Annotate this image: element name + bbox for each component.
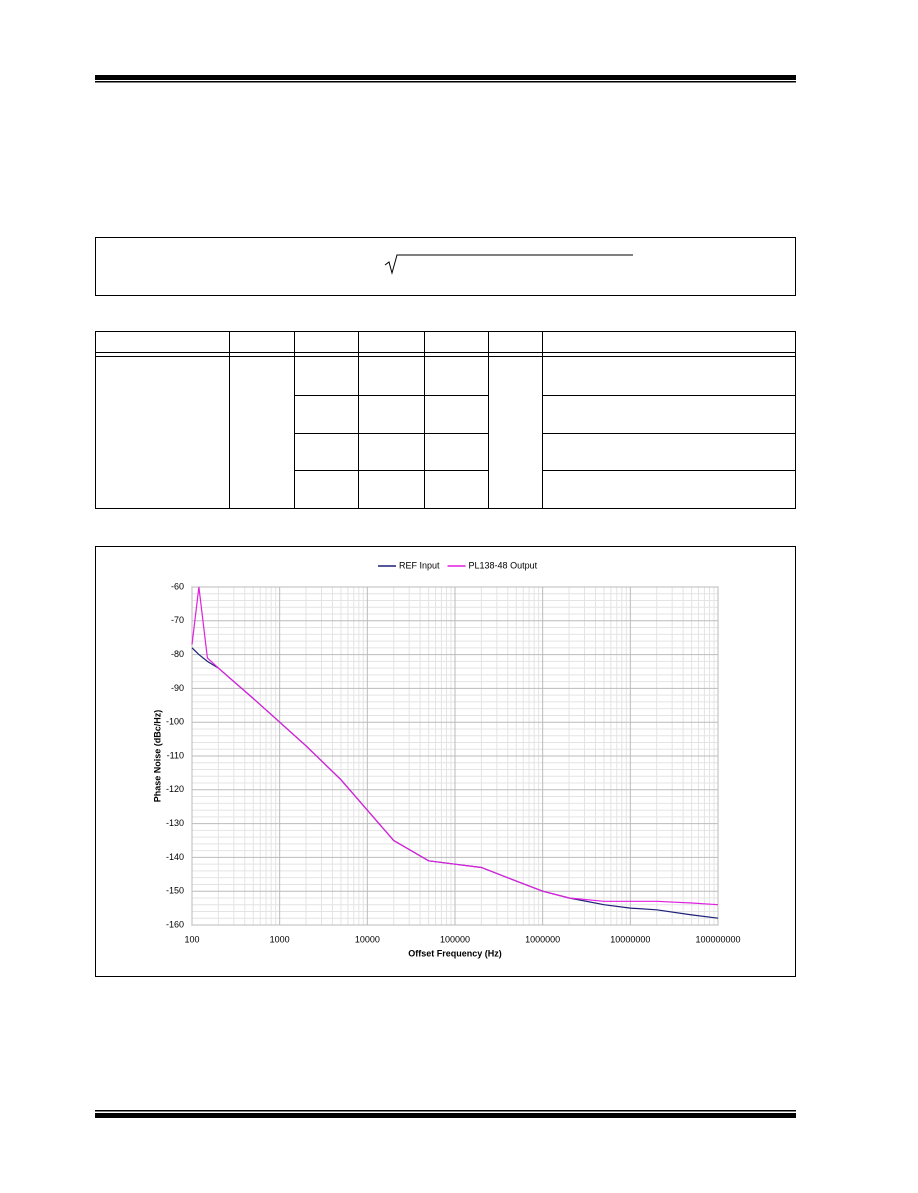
sqrt-sign bbox=[384, 254, 633, 275]
x-tick-label: 10000 bbox=[355, 934, 380, 944]
y-tick-label: -130 bbox=[166, 818, 184, 828]
y-tick-label: -60 bbox=[171, 581, 184, 591]
legend-label: PL138-48 Output bbox=[469, 560, 538, 570]
y-tick-label: -80 bbox=[171, 649, 184, 659]
x-tick-label: 100000000 bbox=[695, 934, 740, 944]
footer-bar bbox=[95, 1113, 796, 1118]
y-tick-label: -90 bbox=[171, 683, 184, 693]
equation-box bbox=[95, 237, 796, 296]
x-tick-label: 100000 bbox=[440, 934, 470, 944]
x-tick-label: 10000000 bbox=[610, 934, 650, 944]
footer-rule bbox=[95, 1110, 796, 1112]
series-line bbox=[191, 586, 719, 906]
x-tick-label: 1000 bbox=[270, 934, 290, 944]
y-tick-label: -100 bbox=[166, 717, 184, 727]
legend-label: REF Input bbox=[399, 560, 440, 570]
y-tick-label: -70 bbox=[171, 615, 184, 625]
figure-box bbox=[95, 546, 796, 977]
x-tick-label: 100 bbox=[184, 934, 199, 944]
x-axis-title: Offset Frequency (Hz) bbox=[408, 948, 502, 958]
y-tick-label: -160 bbox=[166, 919, 184, 929]
y-axis-title: Phase Noise (dBc/Hz) bbox=[152, 710, 162, 803]
table bbox=[95, 331, 796, 509]
y-tick-label: -150 bbox=[166, 886, 184, 896]
header-bar bbox=[95, 75, 796, 80]
y-tick-label: -140 bbox=[166, 852, 184, 862]
x-tick-label: 1000000 bbox=[525, 934, 560, 944]
y-tick-label: -120 bbox=[166, 784, 184, 794]
y-tick-label: -110 bbox=[167, 750, 184, 760]
header-rule bbox=[95, 81, 796, 83]
